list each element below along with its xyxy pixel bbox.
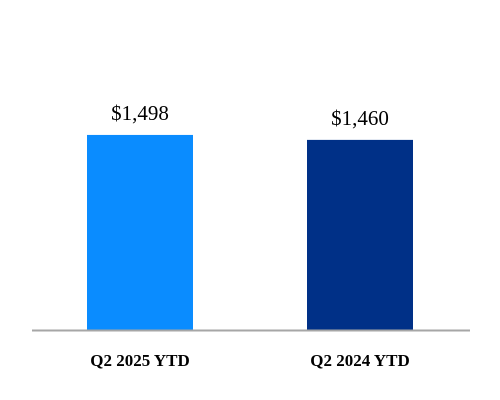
data-label-0: $1,498 bbox=[111, 101, 169, 125]
bar-0 bbox=[87, 134, 193, 330]
bars-group bbox=[87, 134, 413, 330]
category-labels-group: Q2 2025 YTD Q2 2024 YTD bbox=[90, 351, 410, 370]
data-label-1: $1,460 bbox=[331, 106, 389, 130]
bar-1 bbox=[307, 139, 413, 330]
value-labels-group: $1,498 $1,460 bbox=[111, 101, 389, 130]
category-label-0: Q2 2025 YTD bbox=[90, 351, 190, 370]
category-label-1: Q2 2024 YTD bbox=[310, 351, 410, 370]
